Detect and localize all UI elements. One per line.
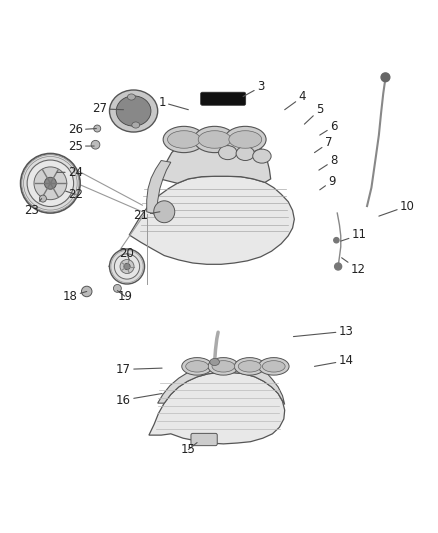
Ellipse shape [116, 96, 151, 126]
Text: 22: 22 [66, 188, 83, 201]
Text: 16: 16 [116, 393, 162, 407]
Circle shape [124, 263, 130, 270]
Text: 23: 23 [24, 199, 42, 217]
Ellipse shape [194, 126, 236, 152]
Text: 26: 26 [68, 123, 96, 136]
Ellipse shape [154, 201, 175, 223]
FancyBboxPatch shape [191, 433, 217, 446]
Text: 4: 4 [285, 91, 306, 110]
Ellipse shape [127, 94, 135, 100]
Circle shape [334, 238, 339, 243]
Ellipse shape [229, 131, 262, 148]
Text: 7: 7 [314, 136, 332, 152]
Ellipse shape [198, 131, 231, 148]
Ellipse shape [236, 147, 254, 160]
Text: 24: 24 [57, 166, 83, 179]
Polygon shape [129, 176, 294, 264]
Ellipse shape [212, 361, 235, 372]
Text: 14: 14 [314, 354, 353, 367]
Circle shape [114, 254, 140, 279]
Ellipse shape [167, 131, 200, 148]
Circle shape [81, 286, 92, 297]
Circle shape [120, 260, 134, 273]
Ellipse shape [258, 358, 289, 375]
Text: 8: 8 [319, 154, 337, 170]
Polygon shape [158, 362, 285, 405]
Polygon shape [147, 160, 171, 215]
Text: 5: 5 [304, 103, 323, 124]
Ellipse shape [238, 361, 261, 372]
Polygon shape [149, 373, 285, 444]
Ellipse shape [110, 90, 158, 132]
Text: 25: 25 [68, 140, 94, 152]
Ellipse shape [182, 358, 212, 375]
Circle shape [21, 154, 80, 213]
Circle shape [44, 177, 57, 189]
Ellipse shape [208, 358, 239, 375]
Circle shape [110, 249, 145, 284]
Ellipse shape [234, 358, 265, 375]
Circle shape [34, 167, 67, 200]
Text: 1: 1 [158, 96, 188, 110]
Text: 21: 21 [133, 209, 160, 222]
Text: 20: 20 [120, 247, 134, 260]
Text: 15: 15 [181, 442, 197, 456]
Ellipse shape [186, 361, 208, 372]
Ellipse shape [132, 122, 140, 128]
Text: 12: 12 [342, 258, 366, 276]
Text: 9: 9 [320, 175, 336, 190]
Ellipse shape [163, 126, 205, 152]
Text: 6: 6 [320, 120, 338, 135]
Ellipse shape [210, 359, 219, 366]
Text: 10: 10 [379, 199, 415, 216]
Text: 17: 17 [116, 363, 162, 376]
Circle shape [27, 160, 74, 206]
Circle shape [94, 125, 101, 132]
Circle shape [91, 140, 100, 149]
Ellipse shape [253, 149, 271, 163]
Circle shape [39, 195, 46, 202]
FancyBboxPatch shape [201, 92, 246, 106]
Ellipse shape [219, 146, 237, 159]
Text: 27: 27 [92, 102, 124, 115]
Text: 18: 18 [63, 290, 87, 303]
Ellipse shape [262, 361, 285, 372]
Text: 11: 11 [341, 229, 367, 241]
Text: 19: 19 [117, 290, 132, 303]
Polygon shape [160, 132, 271, 183]
Circle shape [335, 263, 342, 270]
Ellipse shape [225, 126, 266, 152]
Circle shape [113, 285, 121, 292]
Circle shape [381, 73, 390, 82]
Text: 13: 13 [293, 325, 353, 338]
Text: 3: 3 [243, 80, 264, 96]
